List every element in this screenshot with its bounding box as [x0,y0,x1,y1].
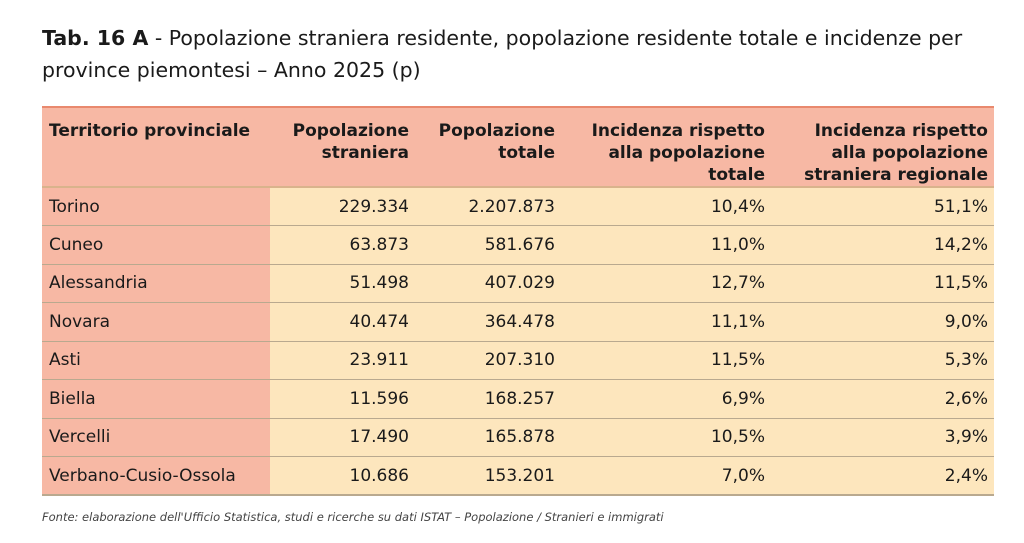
total-population: 364.478 [415,302,561,342]
table-row: Cuneo 63.873 581.676 11,0% 14,2% [42,225,994,265]
table-row: Verbano-Cusio-Ossola 10.686 153.201 7,0%… [42,456,994,496]
province-name: Biella [42,379,270,419]
incidence-regional: 51,1% [771,187,994,226]
province-name: Novara [42,302,270,342]
header-incidenza-totale: Incidenza rispetto alla popolazione tota… [561,107,771,188]
header-territorio: Territorio provinciale [42,107,270,188]
province-name: Verbano-Cusio-Ossola [42,456,270,496]
total-population: 407.029 [415,264,561,303]
incidence-regional: 2,6% [771,379,994,419]
incidence-total: 11,0% [561,225,771,265]
table-row: Vercelli 17.490 165.878 10,5% 3,9% [42,418,994,457]
table-header: Territorio provinciale Popolazione stran… [42,107,994,188]
incidence-total: 12,7% [561,264,771,303]
incidence-regional: 3,9% [771,418,994,457]
foreign-population: 229.334 [270,187,415,226]
table-row: Asti 23.911 207.310 11,5% 5,3% [42,341,994,380]
table-number: Tab. 16 A [42,26,149,50]
province-name: Alessandria [42,264,270,303]
incidence-regional: 9,0% [771,302,994,342]
province-name: Asti [42,341,270,380]
incidence-total: 11,5% [561,341,771,380]
title-text: Popolazione straniera residente, popolaz… [42,26,963,82]
province-name: Cuneo [42,225,270,265]
table-row: Alessandria 51.498 407.029 12,7% 11,5% [42,264,994,303]
header-row: Territorio provinciale Popolazione stran… [42,107,994,188]
incidence-total: 6,9% [561,379,771,419]
title-separator: - [148,26,169,50]
incidence-regional: 2,4% [771,456,994,496]
foreign-population: 40.474 [270,302,415,342]
incidence-regional: 5,3% [771,341,994,380]
table-row: Biella 11.596 168.257 6,9% 2,6% [42,379,994,419]
total-population: 153.201 [415,456,561,496]
incidence-regional: 11,5% [771,264,994,303]
foreign-population: 51.498 [270,264,415,303]
table-body: Torino 229.334 2.207.873 10,4% 51,1% Cun… [42,187,994,496]
incidence-total: 10,4% [561,187,771,226]
table-title: Tab. 16 A - Popolazione straniera reside… [42,22,992,86]
province-name: Torino [42,187,270,226]
foreign-population: 63.873 [270,225,415,265]
population-table: Territorio provinciale Popolazione stran… [42,106,994,496]
table-row: Torino 229.334 2.207.873 10,4% 51,1% [42,187,994,226]
header-popolazione-straniera: Popolazione straniera [270,107,415,188]
table-row: Novara 40.474 364.478 11,1% 9,0% [42,302,994,342]
incidence-total: 7,0% [561,456,771,496]
total-population: 168.257 [415,379,561,419]
foreign-population: 17.490 [270,418,415,457]
header-incidenza-regionale: Incidenza rispetto alla popolazione stra… [771,107,994,188]
total-population: 581.676 [415,225,561,265]
incidence-regional: 14,2% [771,225,994,265]
province-name: Vercelli [42,418,270,457]
incidence-total: 10,5% [561,418,771,457]
foreign-population: 10.686 [270,456,415,496]
total-population: 2.207.873 [415,187,561,226]
foreign-population: 23.911 [270,341,415,380]
total-population: 165.878 [415,418,561,457]
source-note: Fonte: elaborazione dell'Ufficio Statist… [42,510,664,524]
incidence-total: 11,1% [561,302,771,342]
total-population: 207.310 [415,341,561,380]
header-popolazione-totale: Popolazione totale [415,107,561,188]
foreign-population: 11.596 [270,379,415,419]
